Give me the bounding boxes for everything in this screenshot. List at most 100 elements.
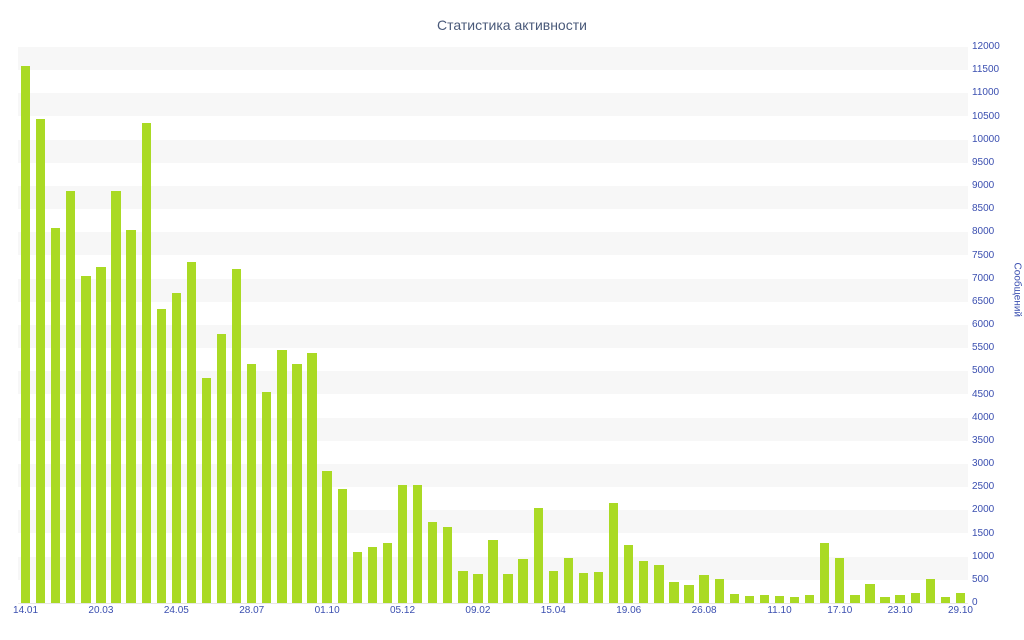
- bar[interactable]: [367, 547, 378, 603]
- bar[interactable]: [397, 484, 408, 603]
- bar[interactable]: [322, 470, 332, 603]
- bar[interactable]: [262, 392, 272, 603]
- y-tick-label: 10000: [972, 133, 1000, 145]
- x-tick-label: 15.04: [540, 605, 566, 616]
- bar[interactable]: [111, 190, 121, 603]
- bar[interactable]: [428, 521, 438, 603]
- x-tick-label: 01.10: [314, 605, 340, 616]
- bar[interactable]: [247, 364, 257, 603]
- bar[interactable]: [578, 573, 589, 603]
- bar[interactable]: [141, 123, 151, 603]
- x-tick-label: 14.01: [13, 605, 39, 616]
- bars-layer: [18, 47, 968, 603]
- bar[interactable]: [925, 578, 935, 603]
- y-axis: Сообщений 0 500 1000 1500 2000 2500 3000 3500 40…: [968, 42, 1024, 608]
- bar[interactable]: [458, 570, 468, 603]
- bar[interactable]: [277, 350, 287, 603]
- y-tick-label: 0: [972, 597, 978, 608]
- bar[interactable]: [850, 595, 860, 603]
- bar[interactable]: [488, 540, 498, 603]
- grid-band: [18, 139, 968, 163]
- bar[interactable]: [548, 570, 558, 603]
- bar[interactable]: [744, 595, 755, 603]
- y-tick-label: 9000: [972, 180, 995, 191]
- y-tick-label: 4500: [972, 388, 995, 400]
- x-axis: 14.01 20.03 24.05 28.07 01.10 05.12 09.02 15.04…: [0, 605, 1024, 625]
- bar[interactable]: [940, 597, 951, 603]
- bar[interactable]: [518, 558, 528, 603]
- bar[interactable]: [774, 595, 785, 603]
- y-tick-label: 6000: [972, 319, 995, 330]
- bar[interactable]: [473, 574, 483, 603]
- y-tick-label: 8000: [972, 226, 995, 238]
- y-tick-label: 7500: [972, 249, 995, 261]
- bar[interactable]: [804, 595, 815, 603]
- bar[interactable]: [624, 545, 634, 603]
- y-tick-label: 5500: [972, 342, 995, 354]
- x-tick-label: 24.05: [163, 605, 189, 616]
- y-tick-label: 1000: [972, 550, 995, 562]
- bar[interactable]: [533, 508, 543, 603]
- y-tick-label: 1500: [972, 527, 995, 539]
- bar[interactable]: [292, 364, 302, 603]
- chart-title: Статистика активности: [437, 17, 587, 33]
- y-tick-label: 9500: [972, 156, 995, 168]
- bar[interactable]: [684, 585, 694, 603]
- bar[interactable]: [412, 484, 423, 603]
- bar[interactable]: [759, 594, 770, 603]
- bar[interactable]: [96, 267, 106, 603]
- bar[interactable]: [201, 378, 212, 603]
- bar[interactable]: [654, 565, 664, 603]
- bar[interactable]: [955, 592, 966, 603]
- bar[interactable]: [593, 572, 604, 603]
- bar[interactable]: [186, 262, 197, 603]
- bar[interactable]: [382, 542, 393, 603]
- bar[interactable]: [669, 582, 679, 603]
- x-tick-label: 20.03: [88, 605, 114, 616]
- x-tick-label: 11.10: [767, 605, 792, 616]
- y-tick-label: 2500: [972, 481, 995, 493]
- bar[interactable]: [789, 596, 800, 603]
- bar[interactable]: [35, 118, 46, 603]
- bar[interactable]: [699, 575, 709, 603]
- bar[interactable]: [820, 542, 830, 603]
- bar[interactable]: [895, 594, 905, 603]
- bar[interactable]: [639, 561, 649, 603]
- bar[interactable]: [307, 352, 317, 603]
- bar[interactable]: [714, 578, 724, 603]
- bar[interactable]: [156, 308, 166, 603]
- y-tick-label: 8500: [972, 203, 995, 215]
- bar[interactable]: [171, 292, 181, 603]
- bar[interactable]: [910, 592, 920, 603]
- bar[interactable]: [66, 190, 76, 603]
- x-tick-label: 28.07: [239, 605, 265, 616]
- y-tick-label: 3000: [972, 458, 995, 469]
- grid-band: [18, 47, 968, 71]
- y-axis-title: Сообщений: [1011, 262, 1022, 317]
- bar[interactable]: [503, 574, 513, 603]
- bar[interactable]: [337, 489, 347, 603]
- bar[interactable]: [81, 276, 91, 603]
- bar[interactable]: [231, 269, 242, 603]
- bar[interactable]: [216, 334, 227, 603]
- x-tick-label: 17.10: [827, 605, 853, 616]
- bar[interactable]: [835, 557, 845, 603]
- x-tick-label: 09.02: [465, 605, 491, 616]
- gridline-band-layer: [18, 47, 968, 603]
- bar[interactable]: [608, 503, 619, 603]
- bar[interactable]: [865, 583, 875, 603]
- x-axis-line: [18, 603, 968, 604]
- bar[interactable]: [563, 557, 574, 603]
- x-tick-label: 26.08: [691, 605, 717, 616]
- bar[interactable]: [352, 552, 362, 603]
- grid-band: [18, 278, 968, 302]
- bar[interactable]: [729, 593, 739, 603]
- bar[interactable]: [443, 526, 453, 603]
- bar[interactable]: [126, 230, 136, 603]
- bar[interactable]: [51, 227, 61, 603]
- bar[interactable]: [20, 65, 31, 603]
- y-tick-label: 2000: [972, 504, 995, 516]
- y-tick-label: 4000: [972, 411, 995, 423]
- bar[interactable]: [880, 597, 890, 603]
